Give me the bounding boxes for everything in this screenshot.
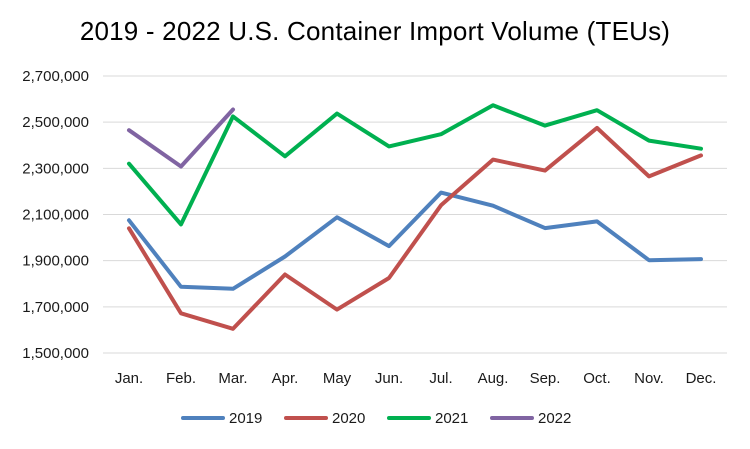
x-axis-labels: Jan. Feb. Mar. Apr. May Jun. Jul. Aug. Sep. Oct. N… xyxy=(115,370,717,387)
y-tick-label: 2,700,000 xyxy=(22,68,89,85)
series-line-2021 xyxy=(127,103,703,227)
x-tick-label: Jun. xyxy=(375,370,403,387)
series-line-2020 xyxy=(127,125,703,331)
y-tick-label: 1,900,000 xyxy=(22,253,89,270)
x-tick-label: Jan. xyxy=(115,370,143,387)
x-tick-label: Jul. xyxy=(429,370,452,387)
series-lines xyxy=(127,103,703,331)
x-tick-label: Oct. xyxy=(583,370,611,387)
x-tick-label: Aug. xyxy=(478,370,509,387)
legend-item-2019: 2019 xyxy=(181,410,262,427)
gridlines xyxy=(103,75,727,354)
x-tick-label: Sep. xyxy=(530,370,561,387)
legend-item-2020: 2020 xyxy=(284,410,365,427)
y-tick-label: 2,500,000 xyxy=(22,114,89,131)
x-tick-label: Apr. xyxy=(272,370,299,387)
legend-item-2021: 2021 xyxy=(387,410,468,427)
x-tick-label: May xyxy=(323,370,352,387)
x-tick-label: Mar. xyxy=(218,370,247,387)
y-tick-label: 2,100,000 xyxy=(22,207,89,224)
legend-label: 2022 xyxy=(538,410,571,427)
legend-label: 2021 xyxy=(435,410,468,427)
series-line-2022 xyxy=(127,107,235,169)
x-tick-label: Dec. xyxy=(686,370,717,387)
y-tick-label: 1,700,000 xyxy=(22,299,89,316)
legend-label: 2020 xyxy=(332,410,365,427)
y-tick-label: 2,300,000 xyxy=(22,160,89,177)
legend: 2019 2020 2021 2022 xyxy=(181,410,571,427)
x-tick-label: Feb. xyxy=(166,370,196,387)
legend-item-2022: 2022 xyxy=(490,410,571,427)
y-tick-label: 1,500,000 xyxy=(22,345,89,362)
series-line-2019 xyxy=(127,190,703,291)
legend-label: 2019 xyxy=(229,410,262,427)
x-tick-label: Nov. xyxy=(634,370,664,387)
y-axis-labels: 1,500,000 1,700,000 1,900,000 2,100,000 2,30… xyxy=(22,68,89,362)
chart-title: 2019 - 2022 U.S. Container Import Volume… xyxy=(79,16,671,46)
